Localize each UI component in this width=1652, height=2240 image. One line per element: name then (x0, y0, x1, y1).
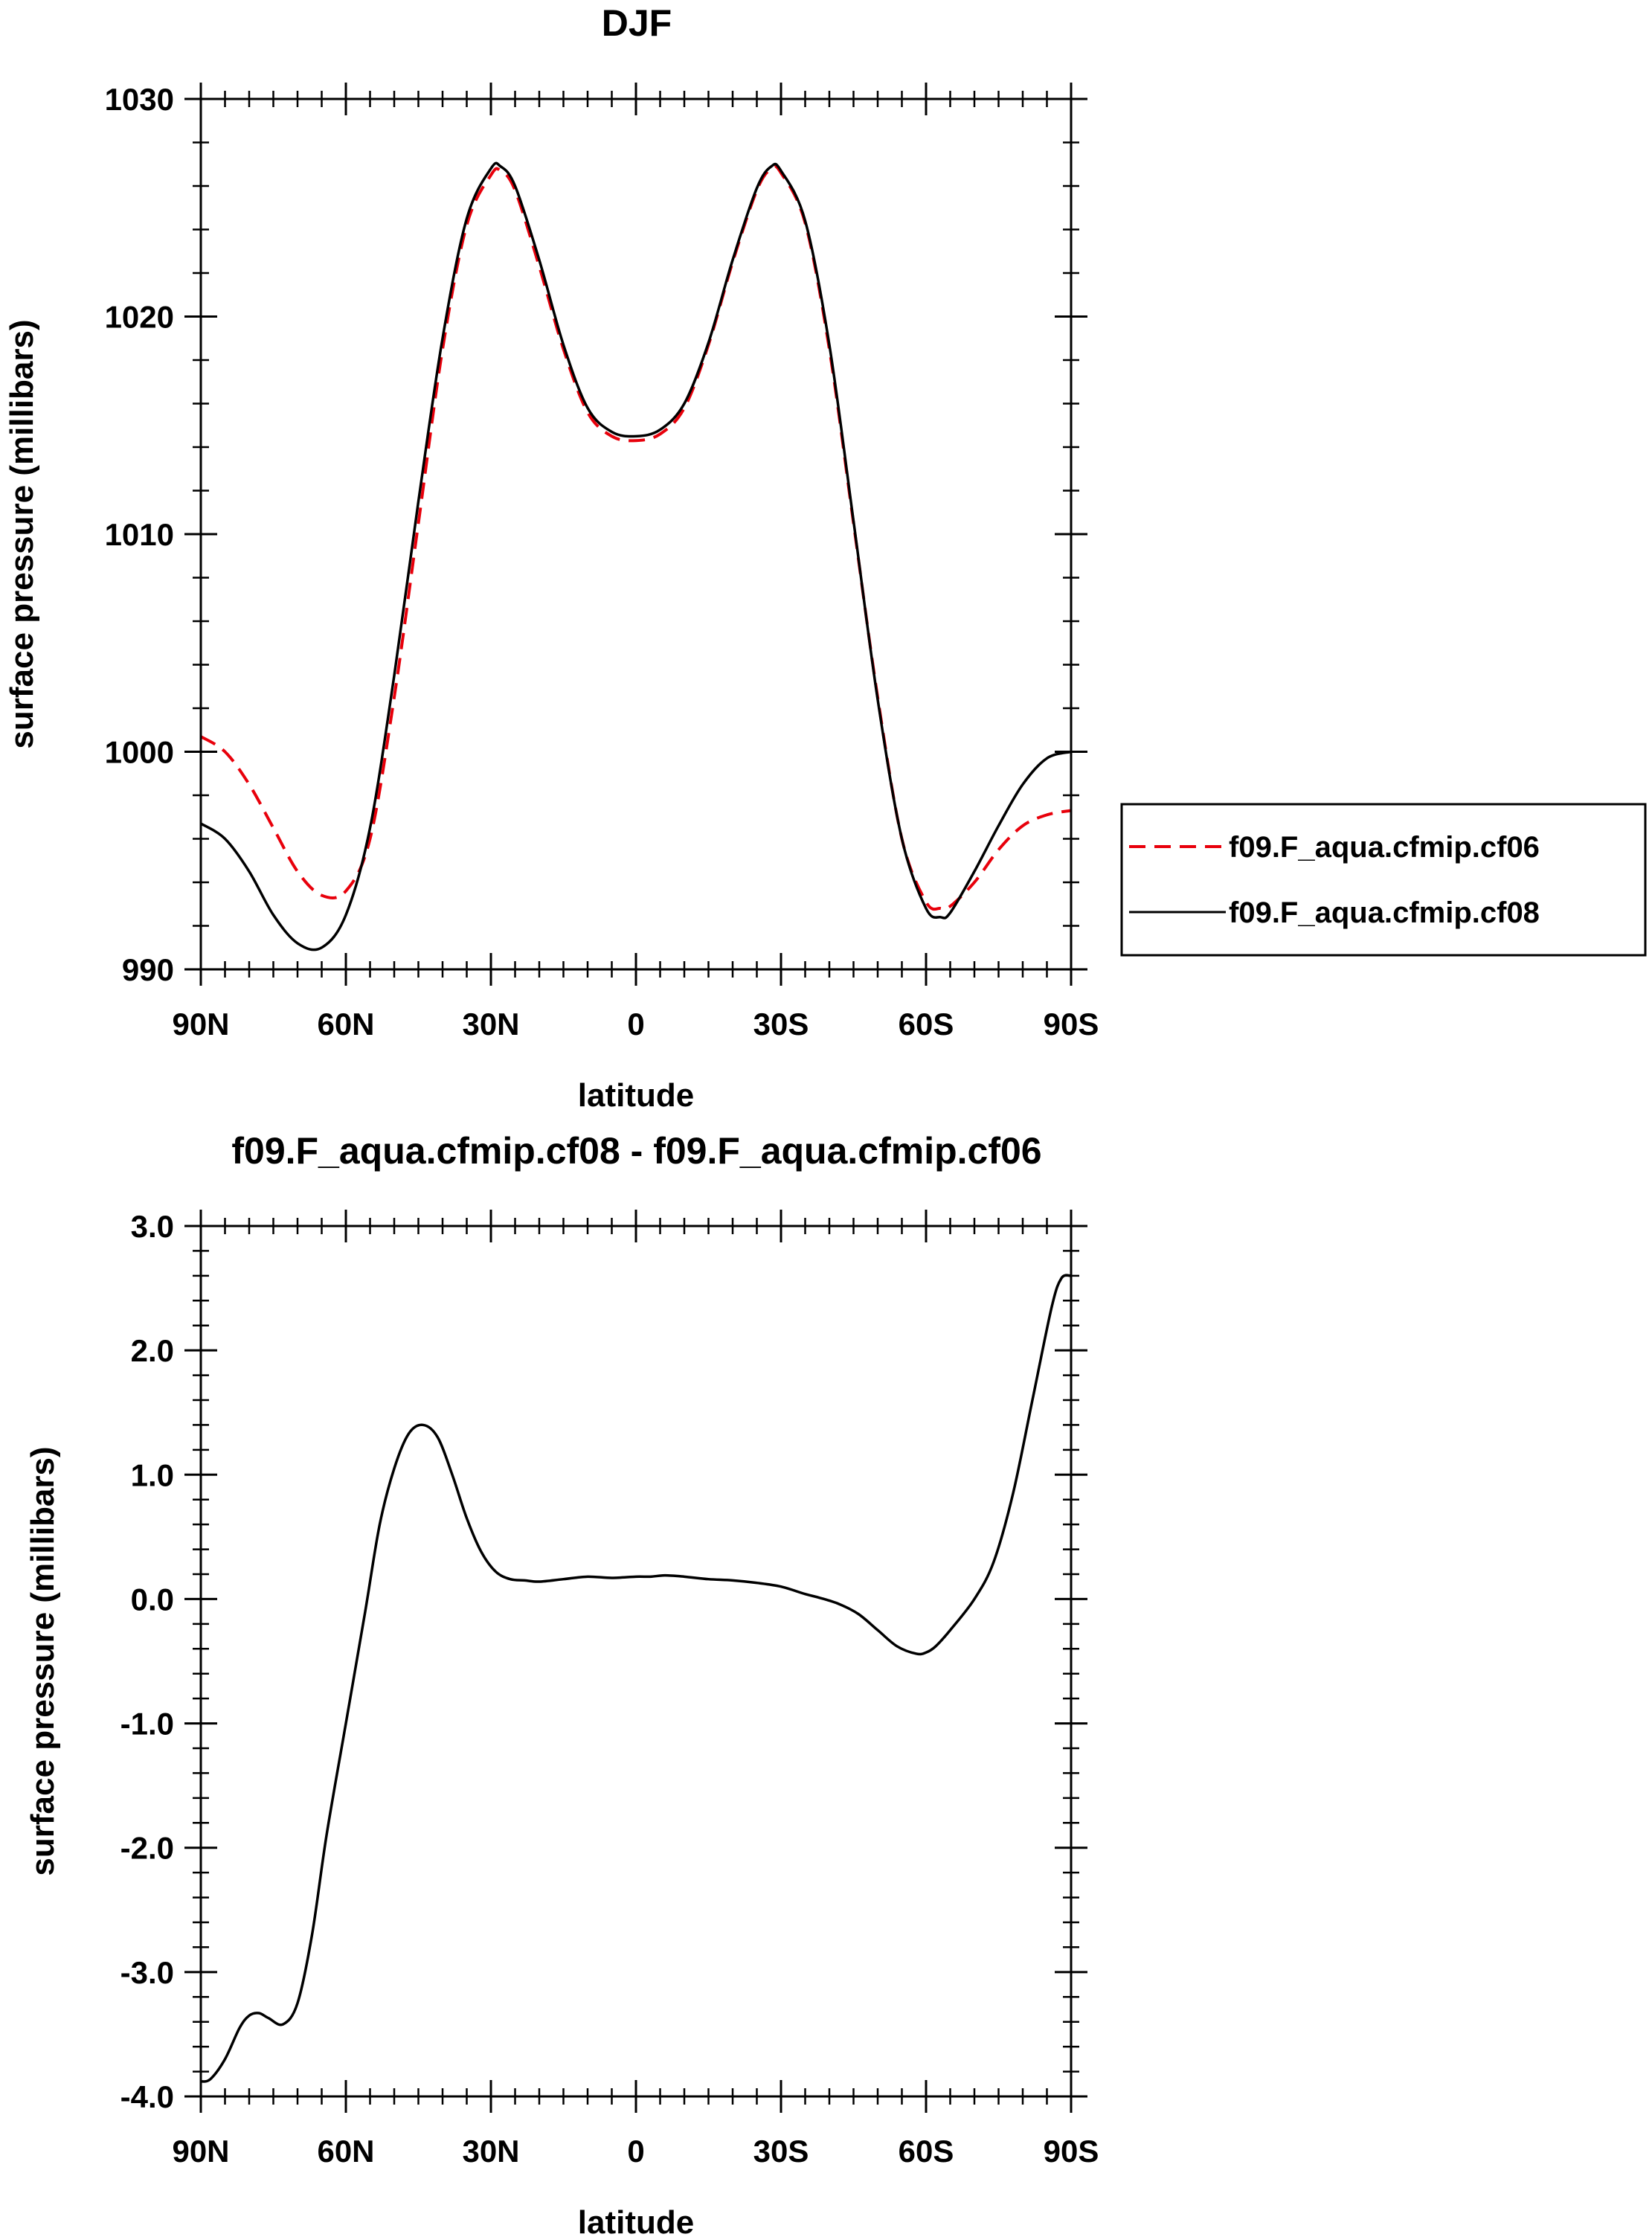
series-line-1 (200, 1274, 1072, 2083)
x-tick-label: 60S (899, 2134, 954, 2169)
y-tick-label: 3.0 (131, 1209, 174, 1244)
x-tick-label: 90S (1044, 1007, 1099, 1042)
x-tick-label: 60S (899, 1007, 954, 1042)
y-tick-label: 1.0 (131, 1457, 174, 1492)
plot-frame (199, 1225, 1073, 2098)
legend-label-cf08: f09.F_aqua.cfmip.cf08 (1229, 896, 1540, 929)
y-tick-label: 1030 (105, 82, 174, 117)
y-tick-label: -2.0 (120, 1831, 174, 1866)
plot-lines (199, 161, 1072, 951)
chart-djf: DJF 990 1000 1010 1020 1030 90N 60N 30N 0 30S 60S… (4, 2, 1647, 1114)
legend-label-cf06: f09.F_aqua.cfmip.cf06 (1229, 831, 1540, 864)
x-tick-label: 30S (753, 2134, 809, 2169)
x-axis-label: latitude (578, 2204, 694, 2240)
y-axis-label: surface pressure (millibars) (25, 1446, 61, 1875)
series-line-2 (200, 161, 1072, 951)
y-axis-ticks: -4.0 -3.0 -2.0 -1.0 0.0 1.0 2.0 3.0 (120, 1209, 1087, 2114)
y-tick-label: -1.0 (120, 1707, 174, 1742)
y-tick-label: -3.0 (120, 1955, 174, 1990)
x-axis-label: latitude (578, 1077, 694, 1114)
x-tick-label: 30S (753, 1007, 809, 1042)
x-tick-label: 30N (462, 1007, 519, 1042)
legend-box (1120, 803, 1647, 957)
series-line-1 (199, 164, 1072, 911)
y-tick-label: 1000 (105, 735, 174, 770)
plot-frame (199, 97, 1073, 971)
chart-title: DJF (602, 2, 672, 44)
x-tick-label: 30N (462, 2134, 519, 2169)
x-tick-label: 90N (172, 1007, 229, 1042)
x-tick-label: 60N (317, 2134, 374, 2169)
chart-difference: f09.F_aqua.cfmip.cf08 - f09.F_aqua.cfmip… (25, 1130, 1099, 2240)
y-axis-ticks: 990 1000 1010 1020 1030 (105, 82, 1087, 987)
y-tick-label: -4.0 (120, 2079, 174, 2114)
y-tick-label: 2.0 (131, 1333, 174, 1368)
y-axis-label: surface pressure (millibars) (4, 319, 40, 748)
x-tick-label: 0 (627, 2134, 644, 2169)
y-tick-label: 1020 (105, 300, 174, 335)
x-tick-label: 90S (1044, 2134, 1099, 2169)
plot-lines (200, 1274, 1072, 2083)
x-tick-label: 90N (172, 2134, 229, 2169)
y-tick-label: 990 (122, 952, 174, 987)
x-tick-label: 60N (317, 1007, 374, 1042)
legend: f09.F_aqua.cfmip.cf06 f09.F_aqua.cfmip.c… (1120, 803, 1647, 957)
y-tick-label: 1010 (105, 517, 174, 552)
y-tick-label: 0.0 (131, 1582, 174, 1617)
x-axis-ticks: 90N 60N 30N 0 30S 60S 90S (172, 1210, 1099, 2169)
x-tick-label: 0 (627, 1007, 644, 1042)
chart-title: f09.F_aqua.cfmip.cf08 - f09.F_aqua.cfmip… (231, 1130, 1041, 1172)
